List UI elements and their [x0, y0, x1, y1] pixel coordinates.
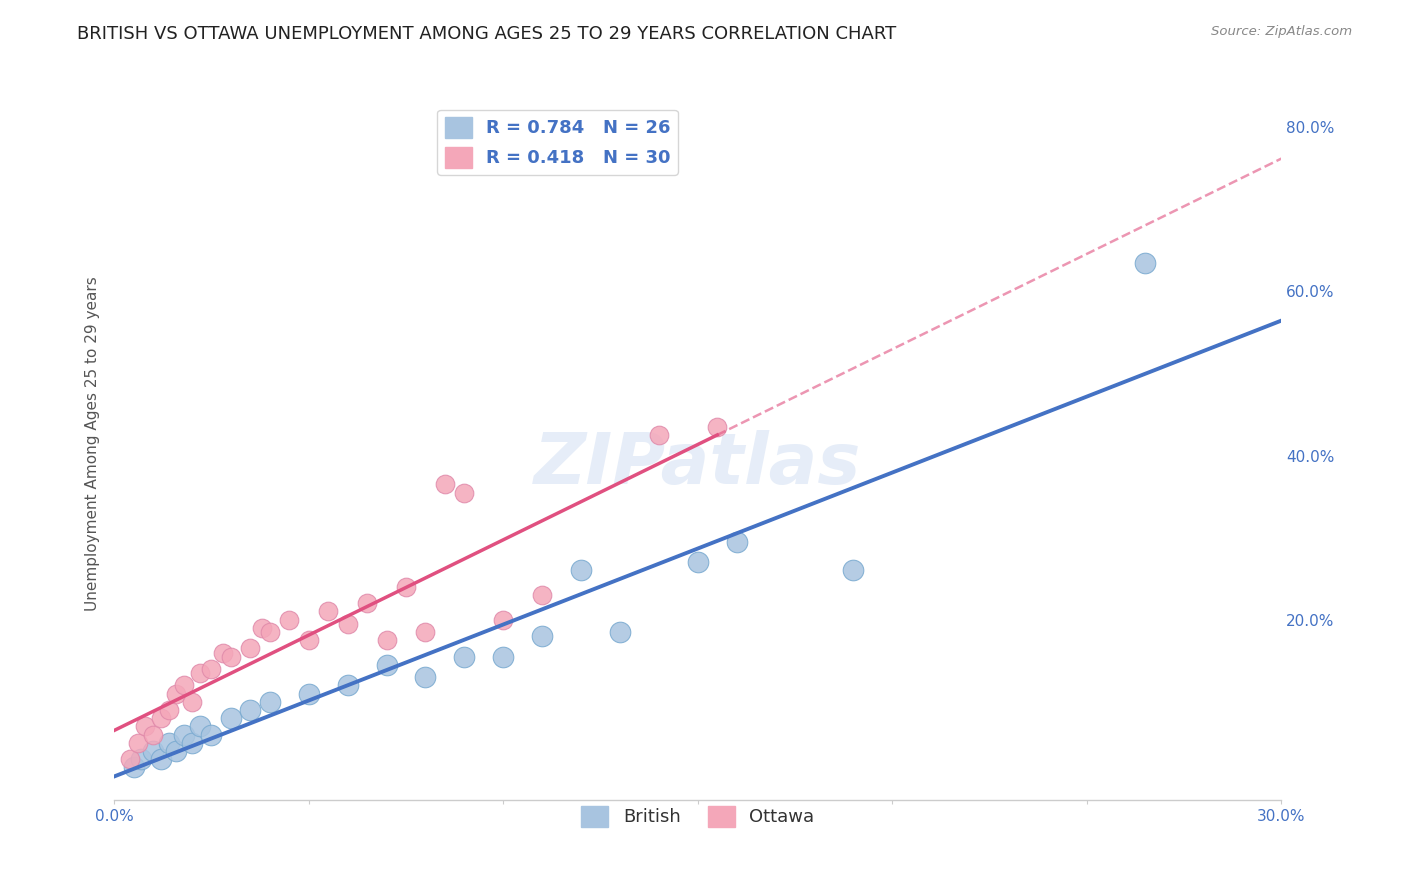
- Point: [142, 744, 165, 758]
- Point: [165, 687, 187, 701]
- Point: [725, 534, 748, 549]
- Point: [375, 657, 398, 672]
- Point: [149, 711, 172, 725]
- Point: [259, 695, 281, 709]
- Point: [188, 666, 211, 681]
- Point: [219, 649, 242, 664]
- Point: [122, 760, 145, 774]
- Point: [200, 728, 222, 742]
- Point: [492, 649, 515, 664]
- Point: [415, 670, 437, 684]
- Y-axis label: Unemployment Among Ages 25 to 29 years: Unemployment Among Ages 25 to 29 years: [86, 276, 100, 611]
- Point: [173, 678, 195, 692]
- Point: [181, 736, 204, 750]
- Point: [375, 633, 398, 648]
- Point: [453, 649, 475, 664]
- Point: [1135, 256, 1157, 270]
- Point: [188, 719, 211, 733]
- Point: [278, 613, 301, 627]
- Point: [118, 752, 141, 766]
- Point: [531, 629, 554, 643]
- Point: [356, 596, 378, 610]
- Point: [239, 703, 262, 717]
- Point: [298, 633, 321, 648]
- Point: [131, 752, 153, 766]
- Point: [316, 605, 339, 619]
- Point: [531, 588, 554, 602]
- Legend: British, Ottawa: British, Ottawa: [574, 798, 821, 834]
- Point: [609, 625, 631, 640]
- Text: BRITISH VS OTTAWA UNEMPLOYMENT AMONG AGES 25 TO 29 YEARS CORRELATION CHART: BRITISH VS OTTAWA UNEMPLOYMENT AMONG AGE…: [77, 25, 897, 43]
- Point: [492, 613, 515, 627]
- Point: [250, 621, 273, 635]
- Point: [200, 662, 222, 676]
- Point: [648, 428, 671, 442]
- Point: [706, 420, 728, 434]
- Point: [173, 728, 195, 742]
- Point: [181, 695, 204, 709]
- Point: [842, 564, 865, 578]
- Point: [149, 752, 172, 766]
- Point: [212, 646, 235, 660]
- Point: [569, 564, 592, 578]
- Point: [165, 744, 187, 758]
- Point: [157, 736, 180, 750]
- Point: [415, 625, 437, 640]
- Point: [395, 580, 418, 594]
- Point: [134, 719, 156, 733]
- Point: [336, 616, 359, 631]
- Point: [142, 728, 165, 742]
- Point: [239, 641, 262, 656]
- Point: [259, 625, 281, 640]
- Point: [127, 736, 149, 750]
- Point: [157, 703, 180, 717]
- Text: ZIPatlas: ZIPatlas: [534, 430, 862, 500]
- Point: [336, 678, 359, 692]
- Text: Source: ZipAtlas.com: Source: ZipAtlas.com: [1212, 25, 1353, 38]
- Point: [433, 477, 456, 491]
- Point: [219, 711, 242, 725]
- Point: [453, 485, 475, 500]
- Point: [298, 687, 321, 701]
- Point: [686, 555, 709, 569]
